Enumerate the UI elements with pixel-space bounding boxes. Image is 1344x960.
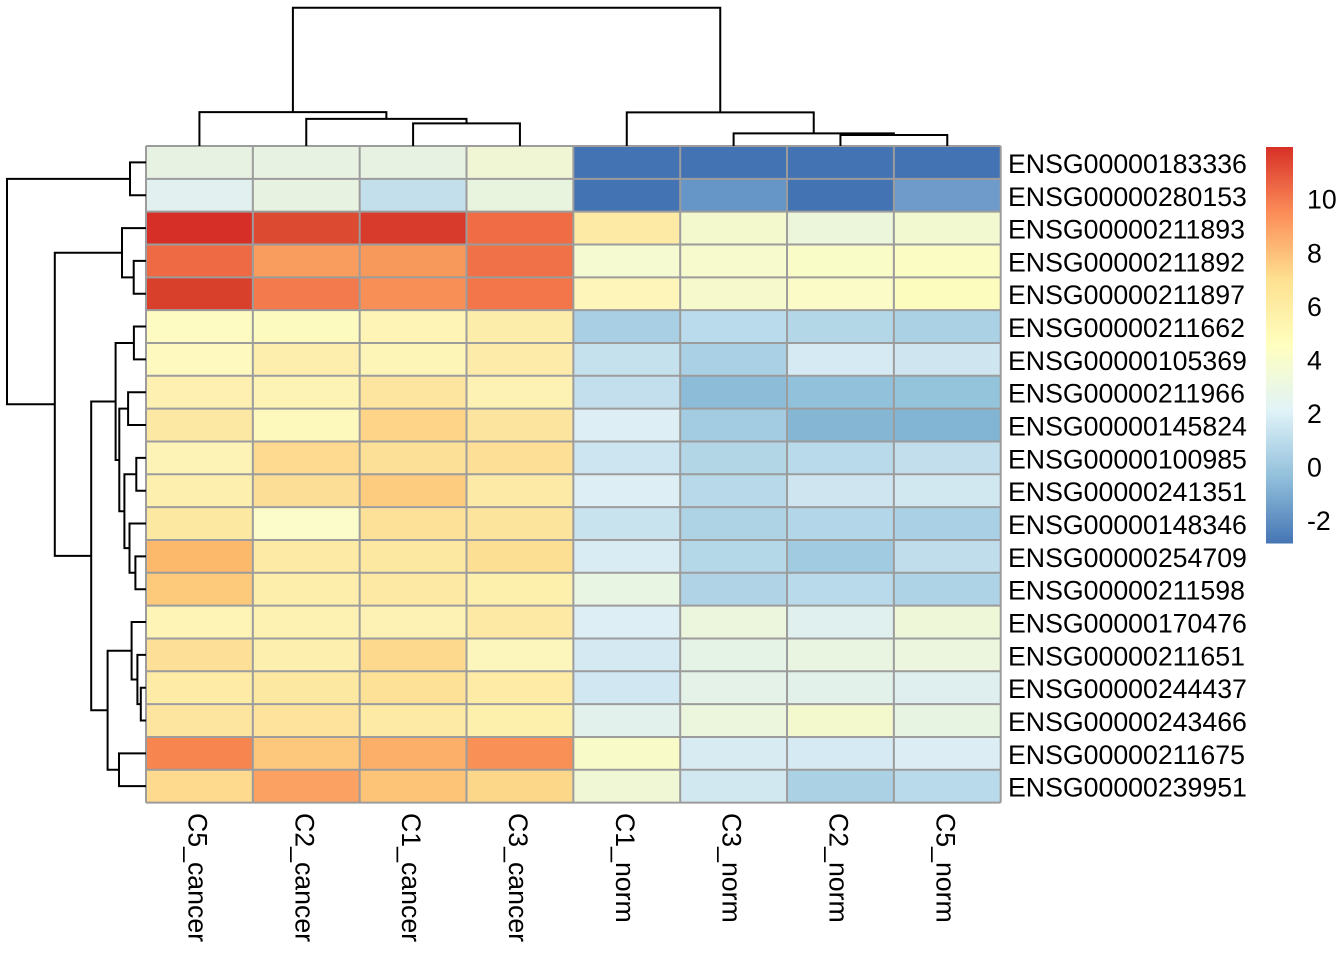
svg-text:ENSG00000148346: ENSG00000148346 bbox=[1008, 510, 1247, 540]
svg-text:ENSG00000244437: ENSG00000244437 bbox=[1008, 674, 1247, 704]
svg-text:0: 0 bbox=[1307, 453, 1322, 483]
svg-text:2: 2 bbox=[1307, 399, 1322, 429]
svg-text:ENSG00000211897: ENSG00000211897 bbox=[1008, 280, 1245, 310]
svg-text:ENSG00000100985: ENSG00000100985 bbox=[1008, 444, 1247, 474]
svg-text:ENSG00000211893: ENSG00000211893 bbox=[1008, 215, 1245, 245]
svg-text:C2_cancer: C2_cancer bbox=[289, 813, 319, 942]
svg-text:ENSG00000254709: ENSG00000254709 bbox=[1008, 543, 1247, 573]
svg-text:4: 4 bbox=[1307, 345, 1322, 375]
svg-text:ENSG00000211966: ENSG00000211966 bbox=[1008, 379, 1245, 409]
svg-text:C5_cancer: C5_cancer bbox=[182, 813, 212, 942]
svg-text:C3_cancer: C3_cancer bbox=[503, 813, 533, 942]
svg-text:ENSG00000243466: ENSG00000243466 bbox=[1008, 707, 1247, 737]
svg-text:ENSG00000211675: ENSG00000211675 bbox=[1008, 740, 1245, 770]
svg-text:C1_norm: C1_norm bbox=[610, 813, 640, 923]
svg-text:ENSG00000280153: ENSG00000280153 bbox=[1008, 182, 1247, 212]
svg-text:ENSG00000241351: ENSG00000241351 bbox=[1008, 477, 1247, 507]
svg-text:ENSG00000239951: ENSG00000239951 bbox=[1008, 773, 1247, 803]
svg-text:C5_norm: C5_norm bbox=[930, 813, 960, 923]
svg-text:6: 6 bbox=[1307, 292, 1322, 322]
svg-text:C3_norm: C3_norm bbox=[717, 813, 747, 923]
svg-text:10: 10 bbox=[1307, 185, 1337, 215]
svg-text:ENSG00000170476: ENSG00000170476 bbox=[1008, 609, 1247, 639]
svg-text:ENSG00000105369: ENSG00000105369 bbox=[1008, 346, 1247, 376]
svg-text:C2_norm: C2_norm bbox=[823, 813, 853, 923]
svg-text:ENSG00000145824: ENSG00000145824 bbox=[1008, 412, 1247, 442]
svg-text:ENSG00000211651: ENSG00000211651 bbox=[1008, 641, 1245, 671]
svg-text:8: 8 bbox=[1307, 238, 1322, 268]
svg-text:-2: -2 bbox=[1307, 506, 1331, 536]
svg-text:ENSG00000211598: ENSG00000211598 bbox=[1008, 576, 1245, 606]
svg-text:ENSG00000211662: ENSG00000211662 bbox=[1008, 313, 1245, 343]
svg-text:ENSG00000211892: ENSG00000211892 bbox=[1008, 247, 1245, 277]
svg-text:C1_cancer: C1_cancer bbox=[396, 813, 426, 942]
svg-text:ENSG00000183336: ENSG00000183336 bbox=[1008, 149, 1247, 179]
